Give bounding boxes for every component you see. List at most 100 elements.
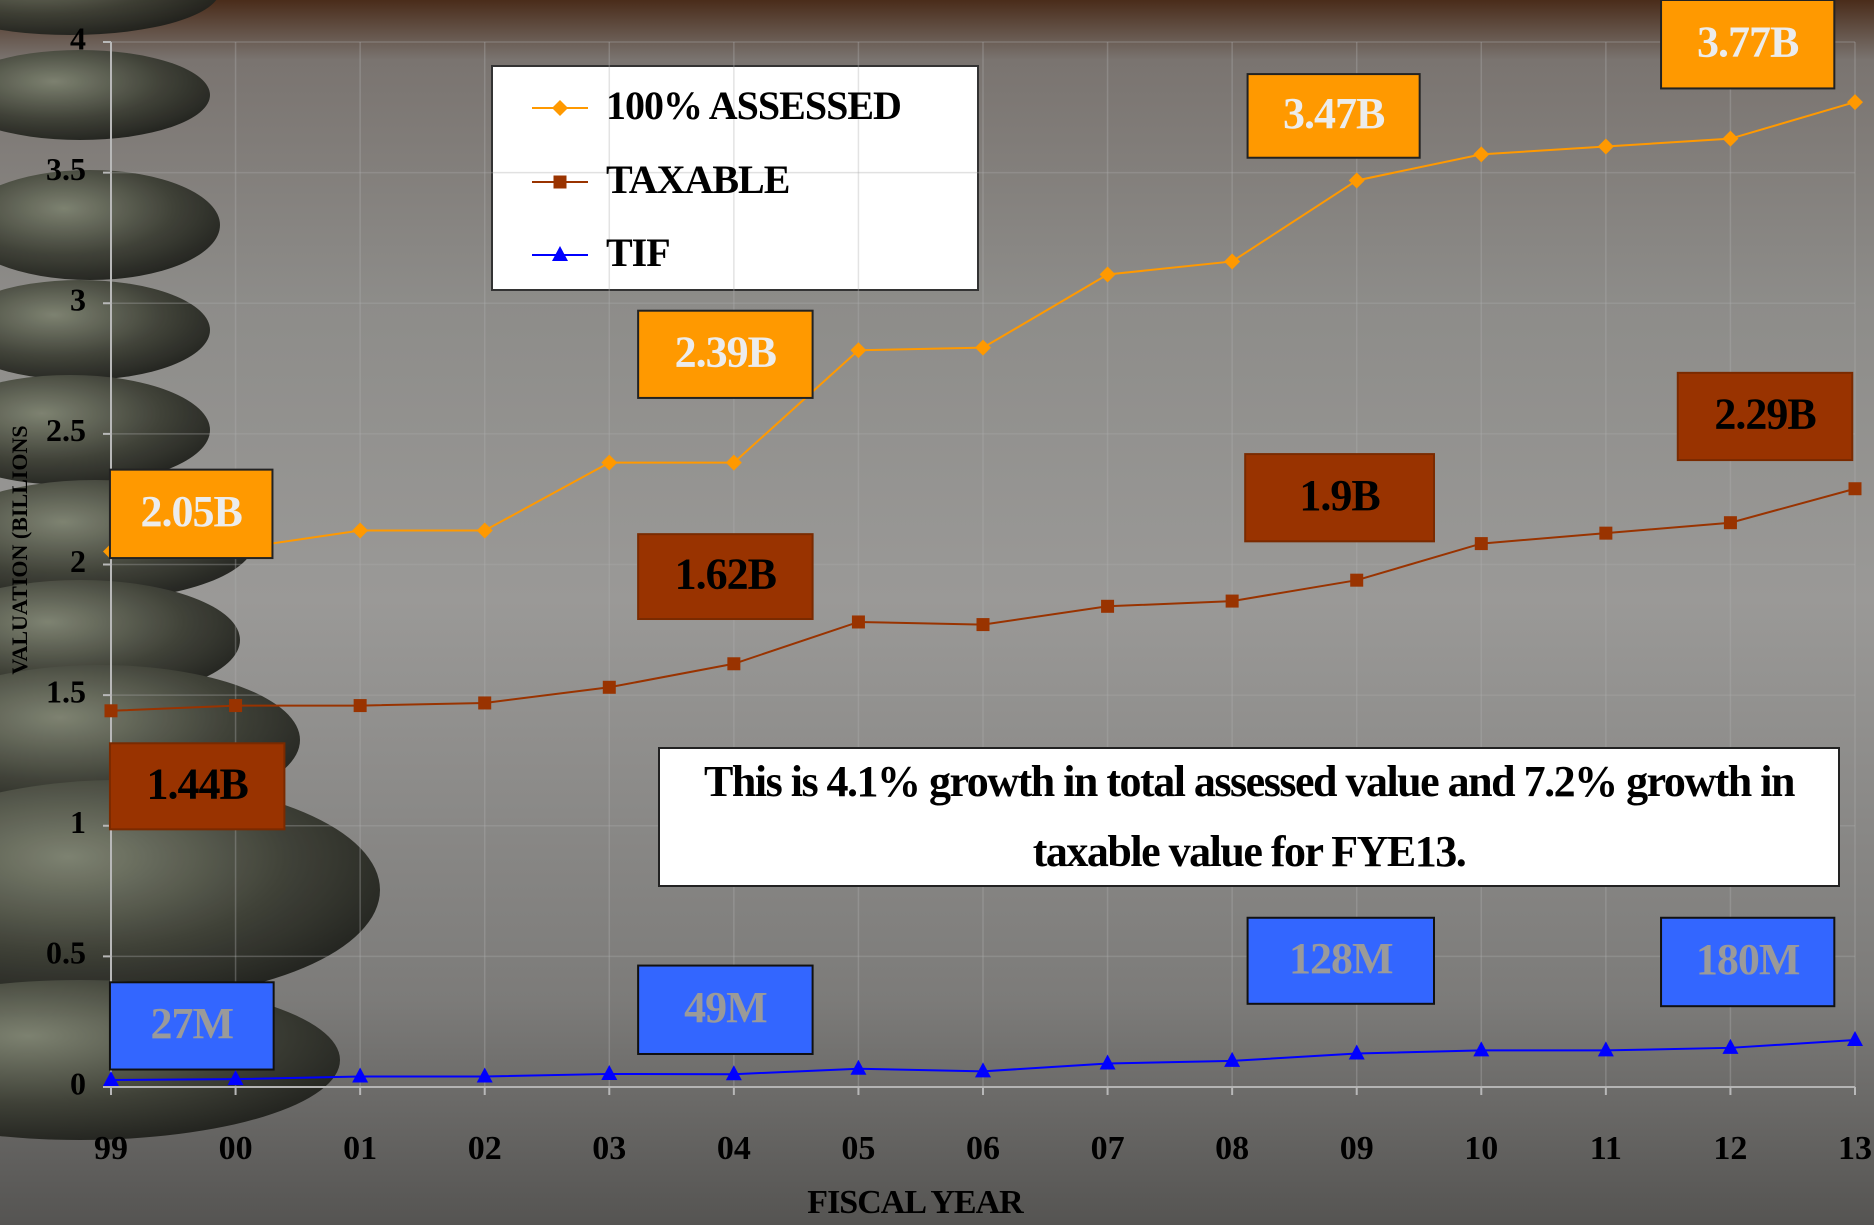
value-label: 3.47B [1283, 89, 1385, 138]
y-tick-label: 1 [70, 804, 86, 840]
x-tick-label: 04 [717, 1130, 751, 1167]
x-tick-label: 07 [1091, 1130, 1125, 1167]
data-point [1848, 482, 1862, 496]
data-point [227, 1070, 244, 1086]
value-label-box [1246, 73, 1421, 159]
data-point [975, 339, 991, 356]
value-label-box [637, 964, 814, 1055]
value-label-box [108, 742, 286, 831]
data-point [1099, 1054, 1116, 1070]
data-point [602, 680, 616, 694]
data-point [1597, 1041, 1614, 1057]
data-point [104, 704, 118, 718]
y-tick-label: 0.5 [46, 935, 86, 971]
x-tick-label: 09 [1340, 1130, 1374, 1167]
value-label: 1.9B [1299, 471, 1380, 520]
data-point [103, 1070, 119, 1086]
data-point [1473, 1041, 1490, 1057]
y-tick-label: 3 [70, 282, 86, 318]
legend-marker [552, 100, 568, 116]
value-label: 2.39B [675, 327, 777, 376]
data-point [1348, 172, 1365, 189]
value-label-box [108, 468, 274, 560]
value-label-box [637, 309, 814, 399]
data-point [1101, 599, 1115, 613]
value-label: 49M [684, 983, 767, 1032]
value-label-box [108, 981, 275, 1071]
data-point [352, 522, 369, 539]
x-tick-label: 10 [1464, 1130, 1498, 1167]
value-label: 1.62B [675, 550, 777, 599]
value-label-box [1660, 916, 1836, 1008]
data-point [1224, 253, 1241, 270]
x-tick-label: 03 [592, 1130, 626, 1167]
value-label: 27M [151, 999, 234, 1048]
x-tick-label: 08 [1215, 1130, 1249, 1167]
y-tick-label: 4 [70, 20, 86, 56]
y-tick-label: 2.5 [46, 412, 86, 448]
value-label-box [1660, 0, 1836, 90]
value-label: 128M [1289, 934, 1393, 983]
value-label: 3.77B [1697, 17, 1799, 66]
data-point [1847, 1030, 1863, 1046]
data-point [1224, 1051, 1241, 1067]
annotation-note: This is 4.1% growth in total assessed va… [658, 747, 1840, 887]
data-point [476, 1067, 493, 1083]
x-tick-label: 11 [1590, 1130, 1622, 1167]
data-point [1473, 146, 1490, 163]
data-point [1723, 516, 1737, 530]
x-tick-label: 02 [468, 1130, 502, 1167]
data-point [1348, 1044, 1365, 1060]
data-point [851, 615, 865, 629]
data-point [352, 1067, 369, 1083]
x-axis-title: FISCAL YEAR [807, 1184, 1024, 1221]
data-point [601, 1064, 618, 1080]
x-tick-label: 05 [841, 1130, 875, 1167]
legend-label: 100% ASSESSED [606, 83, 901, 128]
legend-marker [552, 246, 568, 261]
data-point [1722, 1038, 1739, 1054]
value-label: 180M [1696, 935, 1800, 984]
legend-box [491, 65, 979, 291]
data-point [975, 1062, 991, 1078]
legend-label: TIF [606, 230, 670, 275]
data-point [1597, 138, 1614, 155]
value-label-box [637, 533, 814, 621]
y-axis-title: VALUATION (BILLIONS [7, 425, 32, 674]
data-point [725, 1065, 742, 1081]
y-tick-label: 2 [70, 543, 86, 579]
value-label: 2.29B [1714, 390, 1816, 439]
x-tick-label: 00 [219, 1130, 253, 1167]
y-tick-label: 3.5 [46, 151, 86, 187]
value-label-box [1676, 371, 1854, 462]
data-point [1099, 266, 1116, 283]
x-tick-label: 01 [343, 1130, 377, 1167]
legend-label: TAXABLE [606, 157, 789, 202]
data-point [850, 1059, 867, 1075]
x-tick-label: 12 [1713, 1130, 1747, 1167]
y-tick-label: 1.5 [46, 673, 86, 709]
data-point [725, 454, 742, 471]
y-tick-label: 0 [70, 1065, 86, 1101]
data-point [476, 522, 493, 539]
data-point [1474, 537, 1488, 551]
value-label: 1.44B [146, 759, 248, 808]
data-point [850, 342, 867, 359]
legend-marker [553, 175, 567, 189]
value-label-box [1244, 453, 1435, 543]
data-point [353, 699, 367, 713]
data-point [976, 618, 990, 632]
x-tick-label: 99 [94, 1130, 128, 1167]
data-point [1847, 94, 1863, 111]
value-label: 2.05B [141, 487, 243, 536]
data-point [229, 699, 243, 713]
data-point [1350, 573, 1364, 587]
x-tick-label: 13 [1838, 1130, 1872, 1167]
data-point [727, 657, 741, 671]
data-point [478, 696, 492, 710]
data-point [1599, 526, 1613, 540]
x-tick-label: 06 [966, 1130, 1000, 1167]
data-point [1225, 594, 1239, 608]
